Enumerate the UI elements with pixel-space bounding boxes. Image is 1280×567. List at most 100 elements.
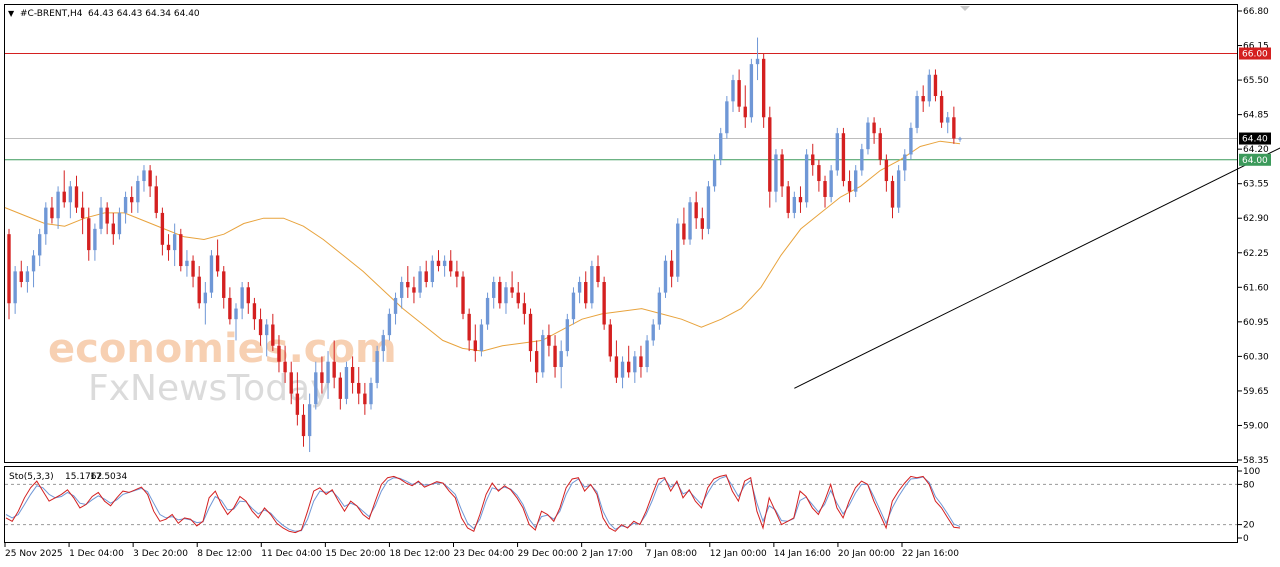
- stochastic-tick-label: 0: [1243, 534, 1249, 544]
- candle: [87, 207, 91, 261]
- candle-body: [651, 324, 655, 341]
- candle-body: [768, 117, 772, 192]
- candle: [99, 196, 103, 235]
- price-tick-label: 66.15: [1243, 42, 1269, 52]
- candle-body: [682, 223, 686, 240]
- candle-body: [541, 335, 545, 373]
- candle: [301, 404, 306, 447]
- candle-body: [602, 281, 606, 325]
- candle: [866, 117, 870, 155]
- candle-body: [123, 196, 128, 213]
- candle-body: [504, 287, 508, 304]
- candle: [31, 250, 36, 288]
- candle-body: [921, 96, 925, 102]
- candle: [363, 382, 367, 415]
- candle-body: [467, 313, 471, 341]
- price-tag: [1239, 47, 1271, 60]
- time-tick-label: 22 Jan 16:00: [902, 549, 959, 559]
- time-tick-label: 8 Dec 12:00: [197, 549, 252, 559]
- candle: [424, 260, 428, 288]
- candle: [455, 260, 459, 288]
- price-tag-label: 64.00: [1242, 156, 1268, 166]
- candle-body: [817, 165, 821, 182]
- time-tick-label: 20 Jan 00:00: [838, 549, 895, 559]
- candle-body: [479, 324, 484, 352]
- candle-body: [228, 297, 232, 320]
- candle: [258, 308, 263, 346]
- candle: [565, 313, 570, 357]
- candle-body: [44, 207, 48, 235]
- candle-body: [240, 287, 244, 309]
- candle-body: [326, 361, 330, 383]
- candle-body: [854, 170, 858, 192]
- candle-body: [933, 74, 938, 97]
- scroll-marker-icon[interactable]: [960, 6, 970, 11]
- candle: [669, 250, 674, 288]
- price-tick-label: 63.55: [1243, 180, 1269, 190]
- time-tick-label: 18 Dec 12:00: [389, 549, 450, 559]
- candle-body: [68, 186, 73, 203]
- candle: [375, 345, 379, 389]
- stochastic-tick-label: 80: [1243, 480, 1255, 490]
- candle: [418, 266, 422, 298]
- candle: [117, 207, 122, 240]
- candle: [123, 191, 128, 224]
- candle: [927, 69, 932, 107]
- candle-body: [571, 292, 576, 320]
- candle-body: [142, 170, 146, 182]
- candle-body: [620, 361, 625, 378]
- candle: [633, 351, 637, 383]
- candle-body: [669, 260, 674, 277]
- price-tick-label: 62.25: [1243, 249, 1269, 259]
- candle-body: [74, 186, 79, 208]
- candle-body: [295, 393, 300, 415]
- time-tick-label: 15 Dec 20:00: [325, 549, 386, 559]
- candle-body: [393, 297, 398, 314]
- time-tick-label: 12 Jan 00:00: [710, 549, 767, 559]
- candle: [890, 175, 895, 219]
- candle: [528, 308, 533, 362]
- candle-body: [786, 186, 790, 213]
- candle-body: [903, 154, 907, 171]
- candle: [467, 308, 471, 352]
- candle-body: [172, 234, 177, 251]
- candle-body: [534, 351, 539, 373]
- candle: [798, 186, 803, 213]
- stochastic-axis: 100 80 20 0: [1238, 467, 1260, 544]
- candle: [577, 276, 582, 304]
- candle-body: [915, 96, 919, 128]
- candle: [473, 324, 477, 362]
- price-tick-label: 59.00: [1243, 421, 1269, 431]
- candle: [682, 207, 686, 245]
- candle: [553, 335, 557, 378]
- candle-body: [485, 297, 490, 325]
- time-tick-label: 23 Dec 04:00: [454, 549, 515, 559]
- candle-body: [725, 101, 729, 134]
- candle-body: [99, 207, 103, 229]
- candle: [166, 234, 171, 261]
- candle: [559, 340, 563, 389]
- candle-body: [387, 313, 392, 336]
- candle: [903, 149, 907, 182]
- candle: [136, 175, 140, 213]
- chart-menu-icon[interactable]: ▼: [8, 9, 15, 18]
- candle-body: [559, 351, 563, 368]
- candle-body: [246, 287, 250, 304]
- candle: [172, 223, 177, 267]
- candle-body: [160, 212, 165, 245]
- candle-body: [946, 117, 950, 123]
- candle-body: [608, 324, 612, 357]
- candle: [663, 255, 668, 298]
- candle: [835, 127, 839, 176]
- candle-body: [890, 181, 895, 208]
- candle-body: [234, 308, 238, 320]
- candle-body: [50, 207, 54, 219]
- candle-body: [209, 255, 214, 293]
- candle-body: [473, 340, 477, 352]
- candle-body: [743, 106, 747, 118]
- candle: [393, 292, 398, 325]
- candle-body: [117, 212, 122, 235]
- watermark-fxnewstoday: FxNewsToday: [88, 368, 331, 409]
- candle: [719, 127, 723, 166]
